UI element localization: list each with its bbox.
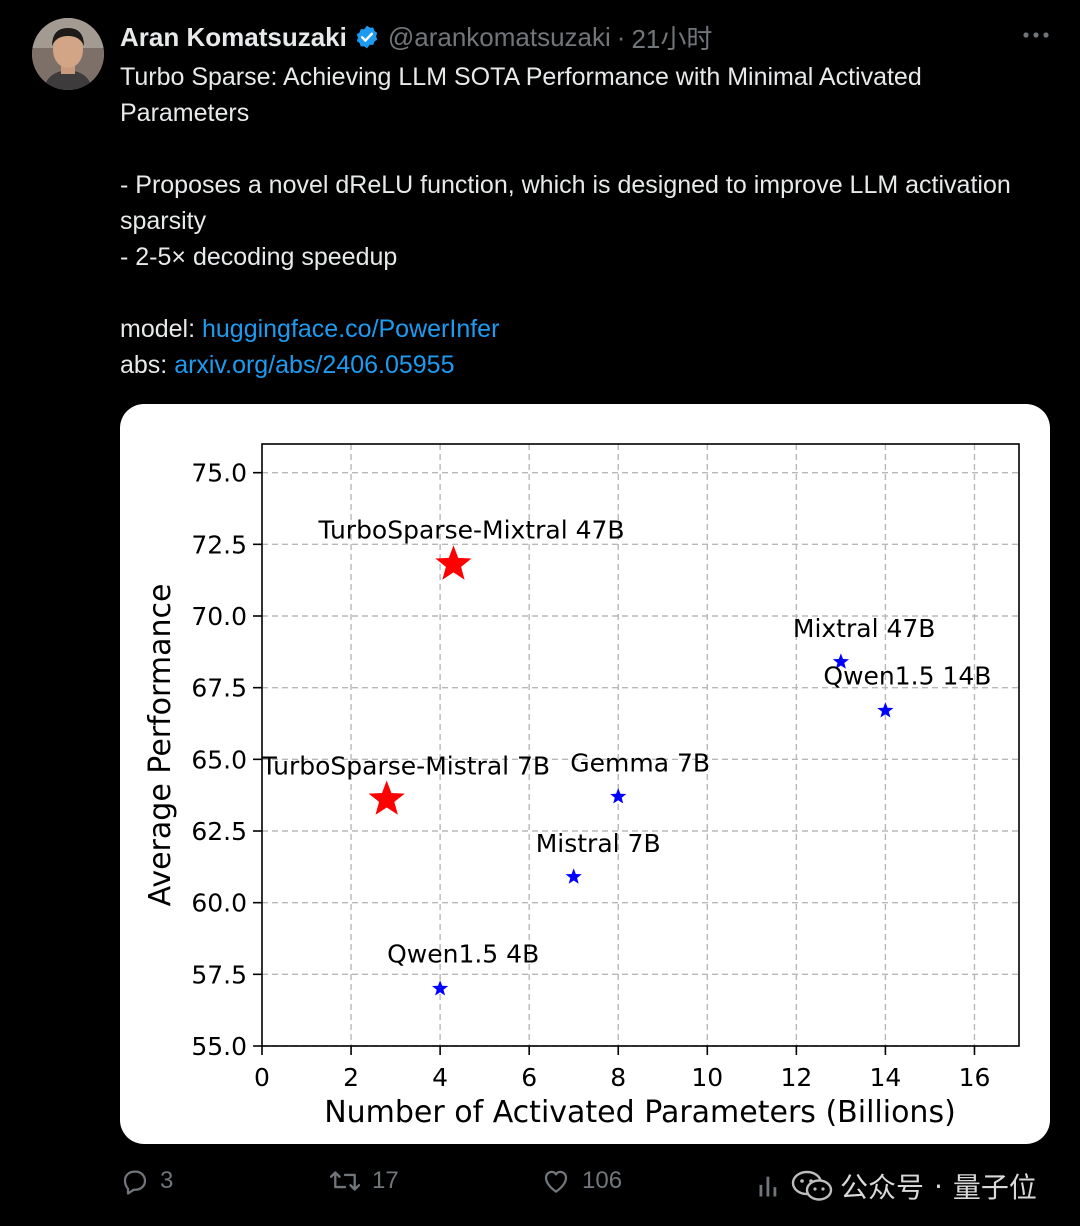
views-icon [759, 1176, 777, 1197]
tweet-header: Aran Komatsuzaki @arankomatsuzaki · 21小时 [120, 20, 712, 54]
author-name[interactable]: Aran Komatsuzaki [120, 21, 347, 52]
watermark: 公众号 · 量子位 [756, 1166, 1037, 1206]
abs-link[interactable]: arxiv.org/abs/2406.05955 [174, 351, 455, 379]
data-point-star [368, 780, 405, 815]
data-point-star [832, 653, 849, 669]
data-point-star [877, 702, 894, 718]
like-button[interactable]: 106 [540, 1166, 622, 1196]
x-tick-label: 16 [959, 1063, 991, 1092]
x-tick-label: 0 [254, 1063, 270, 1092]
y-tick-label: 67.5 [191, 674, 247, 703]
data-label: Mixtral 47B [793, 614, 936, 643]
model-label: model: [120, 315, 202, 343]
plot-frame [261, 443, 1020, 1047]
heart-icon [544, 1170, 568, 1193]
data-point-star [432, 980, 449, 996]
y-axis-ticks: 55.0 57.5 60.0 62.5 65.0 67.5 70.0 72.5 75.0 [191, 459, 262, 1061]
reply-icon [123, 1170, 147, 1195]
data-label: Mistral 7B [536, 829, 661, 858]
reply-count: 3 [160, 1167, 174, 1194]
y-tick-label: 57.5 [191, 960, 247, 989]
x-tick-label: 14 [870, 1063, 902, 1092]
data-label: Qwen1.5 14B [823, 662, 991, 691]
watermark-separator: · [934, 1169, 943, 1203]
x-tick-label: 10 [691, 1063, 723, 1092]
tweet-text: Turbo Sparse: Achieving LLM SOTA Perform… [120, 59, 1040, 383]
x-axis-label: Number of Activated Parameters (Billions… [324, 1095, 956, 1130]
x-tick-label: 6 [521, 1063, 537, 1092]
data-label: TurboSparse-Mixtral 47B [317, 515, 624, 544]
model-line: model: huggingface.co/PowerInfer [120, 311, 1040, 347]
model-link[interactable]: huggingface.co/PowerInfer [201, 315, 500, 343]
tweet-title: Turbo Sparse: Achieving LLM SOTA Perform… [120, 63, 922, 127]
y-tick-label: 75.0 [191, 459, 247, 488]
y-axis-label: Average Performance [143, 584, 178, 907]
data-label: Gemma 7B [570, 749, 710, 778]
data-label: TurboSparse-Mistral 7B [261, 751, 550, 780]
x-tick-label: 12 [780, 1063, 812, 1092]
data-point-star [610, 788, 627, 804]
data-point-star [565, 868, 582, 884]
x-tick-label: 4 [432, 1063, 448, 1092]
retweet-count: 17 [372, 1167, 399, 1194]
tweet-bullet-2: - 2-5× decoding speedup [120, 243, 398, 271]
y-tick-label: 60.0 [191, 889, 247, 918]
reply-button[interactable]: 3 [120, 1166, 173, 1196]
data-labels: TurboSparse-Mixtral 47B TurboSparse-Mistr… [261, 515, 992, 968]
wechat-icon [791, 1170, 833, 1201]
data-points [368, 545, 894, 996]
y-tick-label: 55.0 [191, 1032, 247, 1061]
header-separator: · [616, 21, 626, 52]
data-point-star [435, 545, 472, 580]
watermark-right: 量子位 [952, 1171, 1037, 1204]
scatter-chart: 0 2 4 6 8 10 12 14 16 55.0 57.5 60.0 62.5 65.0 67.5 70… [143, 443, 1020, 1130]
author-handle[interactable]: @arankomatsuzaki [387, 21, 611, 52]
like-count: 106 [582, 1167, 623, 1194]
watermark-left: 公众号 [840, 1171, 925, 1204]
y-tick-label: 62.5 [191, 817, 247, 846]
x-tick-label: 2 [343, 1063, 359, 1092]
avatar-image [32, 18, 104, 90]
y-tick-label: 65.0 [191, 745, 247, 774]
media-image[interactable]: 0 2 4 6 8 10 12 14 16 55.0 57.5 60.0 62.5 65.0 67.5 70… [120, 404, 1050, 1144]
retweet-icon [329, 1171, 361, 1191]
action-bar: 3 17 106 [0, 1166, 1080, 1206]
x-axis-ticks: 0 2 4 6 8 10 12 14 16 [254, 1046, 990, 1092]
more-options-icon[interactable] [1020, 22, 1052, 48]
avatar[interactable] [32, 18, 104, 90]
x-tick-label: 8 [610, 1063, 626, 1092]
y-tick-label: 70.0 [191, 602, 247, 631]
data-label: Qwen1.5 4B [387, 940, 539, 969]
verified-badge-icon [356, 25, 378, 49]
abs-line: abs: arxiv.org/abs/2406.05955 [120, 347, 1040, 383]
tweet-bullet-1: - Proposes a novel dReLU function, which… [120, 171, 1011, 235]
abs-label: abs: [120, 351, 175, 379]
y-tick-label: 72.5 [191, 530, 247, 559]
retweet-button[interactable]: 17 [328, 1166, 399, 1196]
timestamp[interactable]: 21小时 [631, 23, 713, 54]
